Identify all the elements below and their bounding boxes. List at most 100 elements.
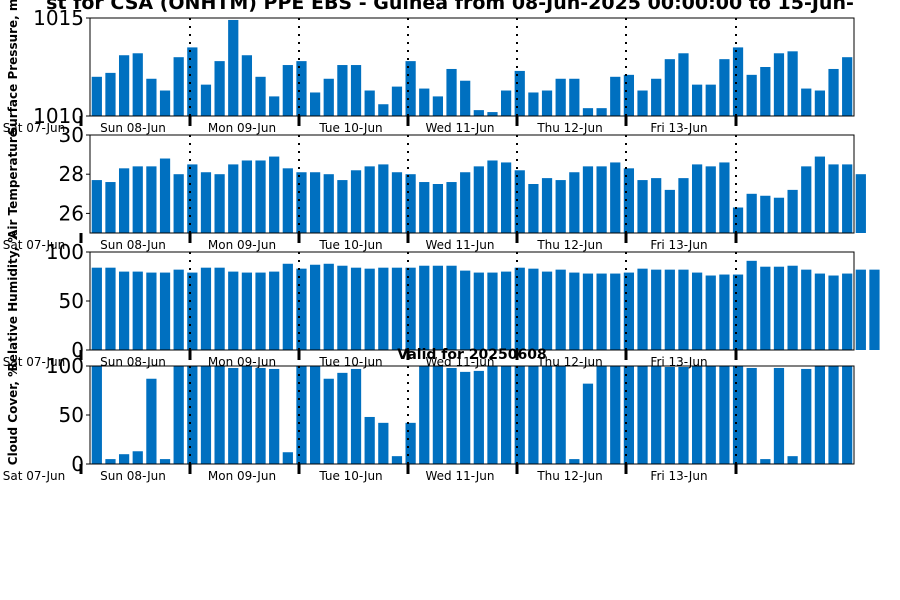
bar xyxy=(173,269,184,350)
bar xyxy=(678,366,689,464)
x-tick-label: Wed 11-Jun xyxy=(426,469,495,483)
bar xyxy=(118,271,130,350)
bar xyxy=(541,90,553,116)
bar xyxy=(405,422,416,464)
panel-2: Sat 07-Jun Sun 08-Jun Mon 09-Jun Tue 10-Jun… xyxy=(3,123,866,252)
bar xyxy=(705,84,716,116)
bar xyxy=(842,164,853,233)
bar xyxy=(732,207,744,233)
bar xyxy=(828,68,839,116)
bar xyxy=(773,197,785,233)
bar xyxy=(582,166,594,233)
bar xyxy=(541,178,553,233)
bar xyxy=(241,160,253,233)
bar xyxy=(200,84,212,116)
bar xyxy=(473,272,484,350)
bar xyxy=(664,269,675,350)
x-tick-label: Fri 13-Jun xyxy=(650,469,707,483)
bar xyxy=(473,166,484,233)
bar xyxy=(637,268,648,350)
bar xyxy=(187,366,198,464)
bar xyxy=(500,366,512,464)
bar xyxy=(269,368,280,464)
bar xyxy=(814,273,826,350)
bar xyxy=(610,76,621,116)
bar xyxy=(105,72,116,116)
bar xyxy=(801,269,812,350)
bar xyxy=(296,366,307,464)
bar xyxy=(719,59,730,116)
bar xyxy=(855,269,866,350)
bar xyxy=(514,267,525,350)
x-tick-label: Sun 08-Jun xyxy=(100,355,166,369)
x-tick-label: Wed 11-Jun xyxy=(426,238,495,252)
bar xyxy=(391,267,403,350)
y-tick-label: 50 xyxy=(59,403,84,427)
bar xyxy=(719,162,730,233)
bar xyxy=(173,174,184,233)
bar xyxy=(405,61,416,116)
bar xyxy=(732,47,744,116)
bar xyxy=(487,160,498,233)
bar xyxy=(678,178,689,233)
bar xyxy=(282,168,293,233)
x-tick-label: Sun 08-Jun xyxy=(100,469,166,483)
x-tick-label: Tue 10-Jun xyxy=(318,121,382,135)
bar xyxy=(610,273,621,350)
bar xyxy=(91,76,102,116)
bar xyxy=(610,162,621,233)
bar xyxy=(787,456,798,464)
bar xyxy=(623,272,635,350)
bar xyxy=(132,53,143,116)
bar xyxy=(842,57,853,116)
bar xyxy=(241,366,253,464)
bar xyxy=(446,68,457,116)
bar xyxy=(500,162,512,233)
bar xyxy=(528,366,539,464)
bar xyxy=(118,55,130,116)
bar xyxy=(214,61,225,116)
y-axis-label: Surface Pressure, m xyxy=(6,0,20,135)
bar xyxy=(200,366,212,464)
bar xyxy=(118,168,130,233)
bar xyxy=(364,90,375,116)
bar xyxy=(637,366,648,464)
bar xyxy=(814,366,826,464)
bar xyxy=(419,265,430,350)
bar xyxy=(528,184,539,233)
bar xyxy=(473,110,484,116)
bar xyxy=(309,366,321,464)
bar xyxy=(255,76,266,116)
x-tick-label: Fri 13-Jun xyxy=(650,238,707,252)
bar xyxy=(760,266,771,350)
bar xyxy=(541,366,553,464)
bar xyxy=(814,156,826,233)
bar xyxy=(146,166,157,233)
bar xyxy=(446,367,457,464)
bar xyxy=(760,459,771,464)
bar xyxy=(350,368,362,464)
bar xyxy=(760,67,771,116)
bar xyxy=(214,267,225,350)
bar xyxy=(378,422,389,464)
bar xyxy=(364,166,375,233)
bar xyxy=(746,74,757,116)
bar xyxy=(651,178,662,233)
bar xyxy=(228,164,239,233)
bar xyxy=(651,78,662,116)
bar xyxy=(691,164,703,233)
bar xyxy=(514,70,525,116)
bar xyxy=(214,366,225,464)
x-tick-label: Sat 07-Jun xyxy=(3,355,66,369)
bar xyxy=(623,168,635,233)
bar xyxy=(732,366,744,464)
bar xyxy=(187,164,198,233)
bar xyxy=(610,366,621,464)
bar xyxy=(801,88,812,116)
bar xyxy=(555,78,566,116)
x-tick-label: Tue 10-Jun xyxy=(318,238,382,252)
x-tick-label: Sat 07-Jun xyxy=(3,121,66,135)
bar xyxy=(623,366,635,464)
bar xyxy=(446,182,457,233)
bar xyxy=(378,104,389,116)
